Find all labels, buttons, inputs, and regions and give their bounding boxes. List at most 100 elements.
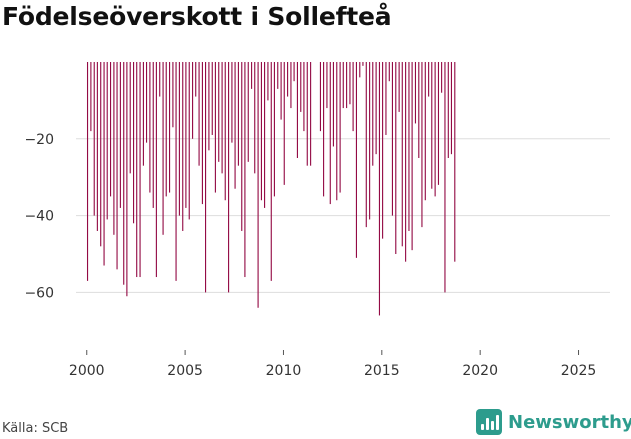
bar	[195, 62, 197, 97]
bar	[254, 62, 256, 174]
y-tick-label: −60	[24, 285, 54, 301]
bar	[375, 62, 377, 155]
bar	[323, 62, 325, 197]
bar	[372, 62, 374, 166]
x-tick-label: 2015	[364, 363, 400, 379]
bar	[277, 62, 279, 89]
bar	[329, 62, 331, 205]
bar	[247, 62, 249, 162]
bar	[162, 62, 164, 235]
grid-layer	[76, 138, 610, 293]
bar	[182, 62, 184, 231]
bar	[349, 62, 351, 105]
bar	[326, 62, 328, 109]
bar	[90, 62, 92, 132]
bar	[159, 62, 161, 97]
bar	[152, 62, 154, 208]
source-label: Källa: SCB	[2, 421, 69, 436]
bar	[454, 62, 456, 262]
brand-logo[interactable]: Newsworthy	[476, 407, 631, 437]
bar	[172, 62, 174, 128]
brand-name: Newsworthy	[508, 411, 631, 433]
bar-layer	[86, 62, 456, 316]
bar	[450, 62, 453, 155]
bar	[444, 62, 446, 293]
bar	[106, 62, 108, 220]
bar	[244, 62, 246, 278]
bar	[303, 62, 305, 132]
bar	[205, 62, 207, 293]
bar	[342, 62, 344, 109]
bar	[391, 62, 393, 216]
bar	[133, 62, 135, 224]
bar	[273, 62, 275, 197]
bar	[428, 62, 430, 97]
bar	[208, 62, 210, 151]
bar	[218, 62, 220, 162]
bar	[224, 62, 226, 201]
bar	[231, 62, 233, 143]
bar	[362, 62, 364, 66]
bar	[346, 62, 348, 109]
bar	[336, 62, 338, 201]
x-tick-label: 2025	[561, 363, 597, 379]
bar	[447, 62, 449, 158]
bar	[310, 62, 312, 166]
y-tick-label: −20	[24, 132, 54, 148]
bar	[365, 62, 367, 228]
bar	[192, 62, 194, 139]
bar	[139, 62, 141, 278]
bar	[129, 62, 131, 174]
bar	[201, 62, 203, 205]
bar	[257, 62, 259, 308]
bar	[418, 62, 420, 158]
axis-layer: −20 −40 −60 2000 2005 2010 2015 2020 2025	[24, 132, 596, 379]
bar	[300, 62, 302, 112]
bar	[228, 62, 230, 293]
bar	[369, 62, 371, 220]
bar	[136, 62, 138, 278]
chart-title: Födelseöverskott i Sollefteå	[2, 2, 392, 31]
bar	[355, 62, 357, 258]
bar	[214, 62, 216, 193]
bar	[388, 62, 390, 82]
bar-chart-icon	[476, 409, 502, 435]
bar	[251, 62, 253, 89]
bar	[339, 62, 341, 193]
bar	[437, 62, 440, 185]
bar	[103, 62, 105, 266]
bar	[414, 62, 417, 124]
bar	[405, 62, 407, 262]
bar	[211, 62, 213, 135]
bar	[126, 62, 128, 297]
y-tick-label: −40	[24, 209, 54, 225]
bar	[398, 62, 400, 112]
bar	[408, 62, 410, 231]
bar	[175, 62, 177, 281]
bar	[434, 62, 436, 197]
bar	[264, 62, 266, 208]
bar	[287, 62, 289, 97]
bar	[352, 62, 354, 132]
bar	[123, 62, 125, 285]
bar	[237, 62, 239, 166]
bar	[188, 62, 190, 220]
bar	[113, 62, 115, 235]
bar	[306, 62, 308, 166]
bar	[119, 62, 121, 208]
bar	[155, 62, 157, 278]
bar	[401, 62, 403, 247]
bar	[149, 62, 151, 193]
bar	[431, 62, 433, 189]
bar	[178, 62, 180, 216]
bar	[234, 62, 236, 189]
bar	[441, 62, 443, 93]
bar	[267, 62, 269, 101]
bar	[241, 62, 243, 231]
bar	[145, 62, 148, 143]
bar	[319, 62, 322, 132]
bar	[86, 62, 89, 281]
bar	[260, 62, 262, 201]
bar	[280, 62, 282, 120]
